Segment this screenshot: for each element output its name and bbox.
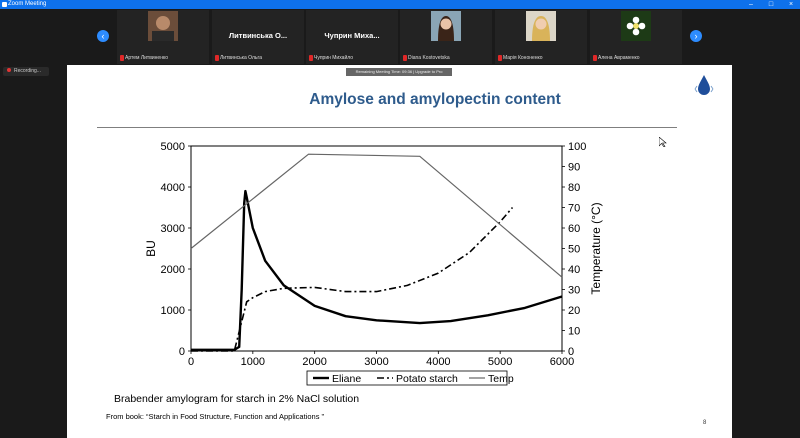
x-tick-label: 2000: [302, 356, 326, 368]
mic-muted-icon: [215, 55, 219, 61]
y-tick-label: 2000: [161, 264, 185, 276]
maximize-icon[interactable]: □: [768, 1, 774, 8]
mic-muted-icon: [593, 55, 597, 61]
participant-display-name: Чуприн Миха...: [324, 31, 380, 40]
legend-label: Temp: [488, 373, 514, 385]
remaining-time-banner[interactable]: Remaining Meeting Time: 09:36 | Upgrade …: [346, 68, 452, 76]
y2-tick-label: 100: [568, 141, 586, 153]
close-icon[interactable]: ×: [788, 1, 794, 8]
participant-tile[interactable]: Алена Авраменко: [590, 10, 682, 64]
legend-label: Eliane: [332, 373, 361, 385]
y2-tick-label: 30: [568, 285, 580, 297]
title-divider: [97, 127, 677, 128]
avatar: [621, 11, 651, 41]
y-tick-label: 1000: [161, 305, 185, 317]
record-dot-icon: [7, 68, 11, 72]
participant-name: Чуприн Михайло: [314, 55, 353, 61]
window-title: Zoom Meeting: [8, 1, 47, 7]
y-tick-label: 4000: [161, 182, 185, 194]
y2-tick-label: 70: [568, 203, 580, 215]
source-note: From book: “Starch in Food Structure, Fu…: [106, 412, 325, 421]
minimize-icon[interactable]: –: [749, 1, 753, 8]
x-tick-label: 1000: [241, 356, 265, 368]
participant-tile[interactable]: Чуприн Миха... Чуприн Михайло: [306, 10, 398, 64]
x-tick-label: 3000: [364, 356, 388, 368]
y2-tick-label: 50: [568, 244, 580, 256]
y-axis-label: BU: [144, 240, 158, 257]
mic-muted-icon: [120, 55, 124, 61]
y2-tick-label: 40: [568, 264, 580, 276]
y2-tick-label: 10: [568, 326, 580, 338]
x-tick-label: 0: [188, 356, 194, 368]
series-line-1: [191, 206, 514, 352]
next-page-button[interactable]: ›: [690, 30, 702, 42]
y-tick-label: 0: [179, 346, 185, 358]
series-line-0: [191, 189, 563, 351]
slide-title: Amylose and amylopectin content: [309, 91, 561, 108]
mic-muted-icon: [498, 55, 502, 61]
x-tick-label: 6000: [550, 356, 574, 368]
participant-name: Марія Кононенко: [503, 55, 543, 61]
x-tick-label: 4000: [426, 356, 450, 368]
participant-tile[interactable]: Diana Kostovetska: [400, 10, 492, 64]
participant-tile[interactable]: Артем Литвиненко: [117, 10, 209, 64]
legend-box: [306, 370, 508, 386]
amylogram-chart: 0 1000 2000 3000 4000 5000 6000010002000300040…: [144, 141, 603, 386]
avatar: [431, 11, 461, 41]
zoom-app-icon: [2, 2, 7, 7]
y2-tick-label: 20: [568, 305, 580, 317]
mouse-cursor-icon: [659, 137, 667, 147]
y2-tick-label: 90: [568, 162, 580, 174]
recording-indicator[interactable]: Recording...: [3, 67, 49, 76]
page-number: 8: [703, 420, 707, 426]
drop-logo-icon: [694, 75, 714, 95]
series-line-2: [190, 153, 563, 278]
avatar: [148, 11, 178, 41]
participant-name: Артем Литвиненко: [125, 55, 168, 61]
window-titlebar: Zoom Meeting – □ ×: [0, 0, 800, 9]
participant-display-name: Литвинська О...: [228, 31, 288, 40]
previous-page-button[interactable]: ‹: [97, 30, 109, 42]
recording-label: Recording...: [14, 68, 41, 74]
participant-name: Diana Kostovetska: [408, 55, 450, 61]
y2-axis-label: Temperature (°C): [589, 202, 603, 294]
legend-label: Potato starch: [396, 373, 458, 385]
y-tick-label: 3000: [161, 223, 185, 235]
participant-name: Алена Авраменко: [598, 55, 640, 61]
y2-tick-label: 80: [568, 182, 580, 194]
avatar: [526, 11, 556, 41]
chart-caption: Brabender amylogram for starch in 2% NaC…: [114, 393, 360, 405]
participant-name: Литвинська Ольга: [220, 55, 262, 61]
x-tick-label: 5000: [488, 356, 512, 368]
participant-tile[interactable]: Марія Кононенко: [495, 10, 587, 64]
mic-muted-icon: [403, 55, 407, 61]
participant-tile[interactable]: Литвинська О... Литвинська Ольга: [212, 10, 304, 64]
mic-muted-icon: [309, 55, 313, 61]
y2-tick-label: 60: [568, 223, 580, 235]
y2-tick-label: 0: [568, 346, 574, 358]
y-tick-label: 5000: [161, 141, 185, 153]
